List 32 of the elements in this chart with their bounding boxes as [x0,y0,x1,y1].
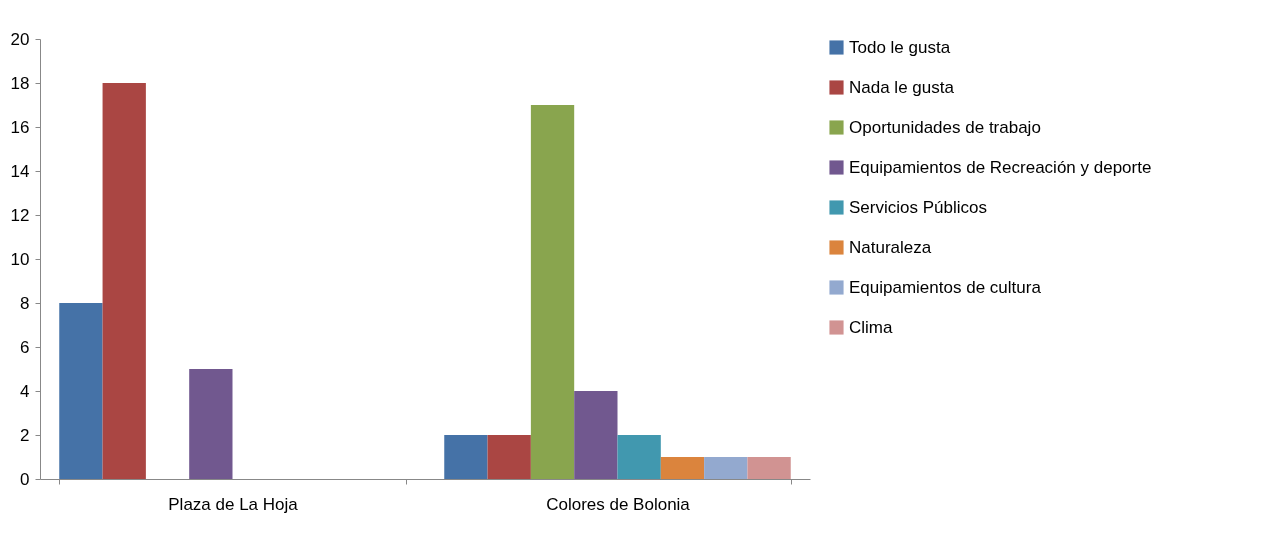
y-tick-label: 18 [10,73,30,93]
bar [59,303,103,479]
bar [747,457,791,479]
bar [617,435,661,479]
bar [530,105,575,479]
legend-label: Equipamientos de cultura [849,277,1042,297]
y-tick-label: 20 [10,29,30,49]
y-tick-label: 16 [10,117,30,137]
bar [444,435,488,479]
bar [189,369,233,479]
y-tick-label: 10 [10,249,30,269]
bar [574,391,618,479]
y-tick-label: 6 [20,337,30,357]
y-tick-label: 2 [20,425,30,445]
legend-label: Naturaleza [849,237,932,257]
x-tick-label: Colores de Bolonia [546,494,691,514]
bar [487,435,531,479]
legend-label: Nada le gusta [849,77,955,97]
bar [660,457,705,479]
x-tick-label: Plaza de La Hoja [168,494,299,514]
legend-label: Oportunidades de trabajo [849,117,1041,137]
bar [102,83,146,479]
y-tick-label: 12 [10,205,30,225]
legend-label: Equipamientos de Recreación y deporte [849,157,1152,177]
legend-label: Servicios Públicos [849,197,987,217]
legend-label: Clima [849,317,893,337]
y-tick-label: 8 [20,293,30,313]
y-tick-label: 4 [20,381,30,401]
legend-label: Todo le gusta [849,37,951,57]
y-tick-label: 14 [10,161,30,181]
bar [704,457,748,479]
y-tick-label: 0 [20,469,30,489]
